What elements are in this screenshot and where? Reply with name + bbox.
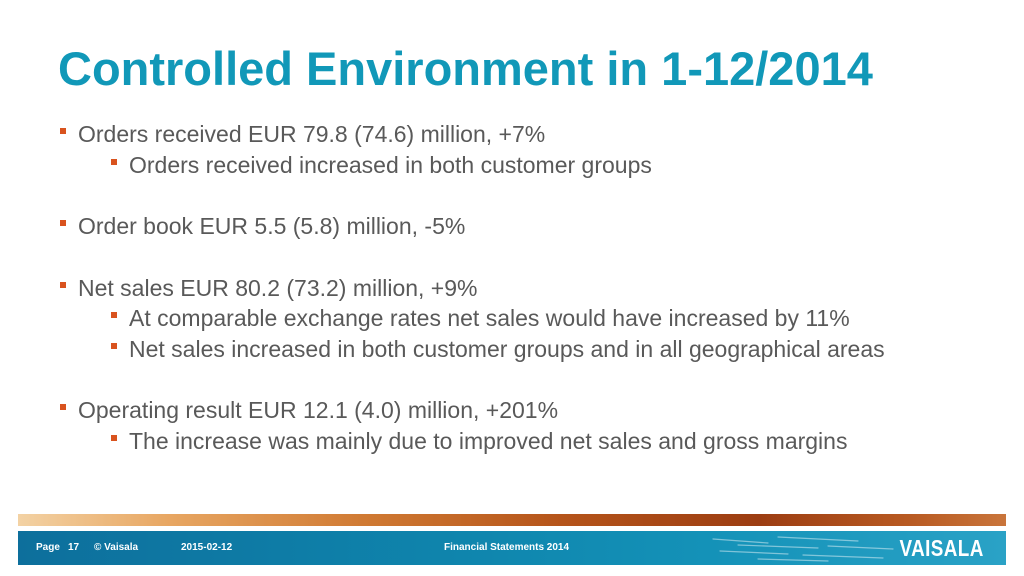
bullet-text: The increase was mainly due to improved … xyxy=(129,427,848,454)
bullet-net-sales: Net sales EUR 80.2 (73.2) million, +9% xyxy=(58,273,978,304)
sub-bullet-orders-increase: Orders received increased in both custom… xyxy=(109,150,978,181)
footer-document-title: Financial Statements 2014 xyxy=(444,542,570,553)
square-bullet-icon xyxy=(111,434,117,441)
footer-bar: Page 17 © Vaisala 2015-02-12 Financial S… xyxy=(18,531,1006,565)
bullet-text: At comparable exchange rates net sales w… xyxy=(129,305,850,331)
square-bullet-icon xyxy=(60,404,66,410)
bullet-text: Operating result EUR 12.1 (4.0) million,… xyxy=(78,397,559,423)
vaisala-logo: VAISALA xyxy=(899,535,984,561)
sub-bullet-increase-reason: The increase was mainly due to improved … xyxy=(109,426,978,457)
bullet-text: Orders received EUR 79.8 (74.6) million,… xyxy=(78,121,546,147)
bullet-text: Order book EUR 5.5 (5.8) million, -5% xyxy=(78,213,466,239)
footer-page-label: Page xyxy=(36,542,60,553)
square-bullet-icon xyxy=(111,342,117,349)
bullet-order-book: Order book EUR 5.5 (5.8) million, -5% xyxy=(58,211,978,242)
bullet-list: Orders received EUR 79.8 (74.6) million,… xyxy=(58,119,978,456)
footer-date: 2015-02-12 xyxy=(181,542,233,553)
bullet-text: Orders received increased in both custom… xyxy=(129,151,652,178)
sub-bullet-net-sales-increase: Net sales increased in both customer gro… xyxy=(109,334,909,365)
footer-decorative-stripe xyxy=(18,514,1006,526)
square-bullet-icon xyxy=(60,220,66,226)
footer-streaks-decoration xyxy=(712,536,894,562)
bullet-operating-result: Operating result EUR 12.1 (4.0) million,… xyxy=(58,395,978,426)
footer-copyright: © Vaisala xyxy=(94,542,139,553)
square-bullet-icon xyxy=(111,158,117,165)
footer-page-number: 17 xyxy=(68,542,80,553)
bullet-text: Net sales increased in both customer gro… xyxy=(129,335,885,362)
slide-title: Controlled Environment in 1-12/2014 xyxy=(58,42,873,95)
square-bullet-icon xyxy=(60,128,66,134)
square-bullet-icon xyxy=(60,281,66,288)
bullet-text: Net sales EUR 80.2 (73.2) million, +9% xyxy=(78,274,478,301)
sub-bullet-comparable-rates: At comparable exchange rates net sales w… xyxy=(109,303,978,334)
bullet-orders-received: Orders received EUR 79.8 (74.6) million,… xyxy=(58,119,978,150)
square-bullet-icon xyxy=(111,312,117,318)
